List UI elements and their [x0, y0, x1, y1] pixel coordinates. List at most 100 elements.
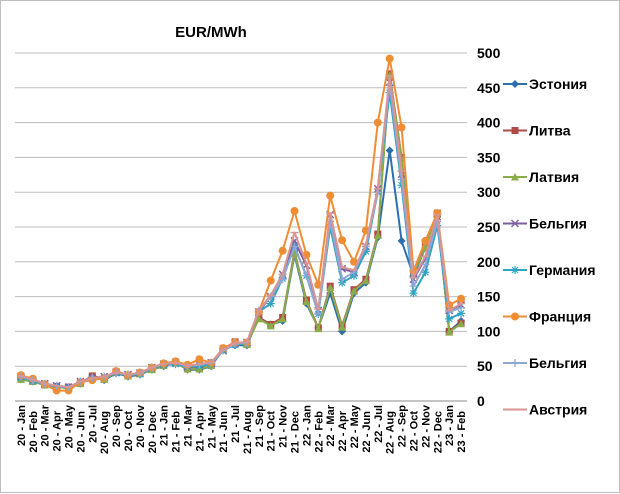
data-point [457, 319, 466, 328]
data-point [361, 247, 370, 256]
x-tick-label: 23 - Jan [444, 405, 456, 446]
data-point [511, 312, 519, 321]
y-tick-label: 300 [477, 184, 501, 200]
data-point [397, 236, 406, 245]
legend-label: Эстония [529, 76, 587, 92]
x-tick-label: 21 - Nov [278, 404, 290, 448]
series-line [20, 149, 462, 390]
data-point [457, 309, 466, 318]
x-tick-label: 21 - Mar [182, 404, 194, 446]
data-point [52, 386, 61, 395]
legend-label: Бельгия [529, 355, 587, 371]
data-point [511, 127, 519, 134]
x-tick-label: 20 - Mar [40, 404, 52, 446]
series-layer [16, 54, 466, 395]
x-tick-label: 20 - May [64, 404, 76, 448]
y-tick-label: 200 [477, 254, 501, 270]
x-axis-ticks: 20 - Jan 20 - Mar 20 - May 20 - Jul 20 - Sep… [16, 404, 468, 454]
y-tick-label: 450 [477, 80, 501, 96]
data-point [373, 118, 382, 127]
x-tick-label: 21 - Dec [290, 411, 302, 453]
data-point [511, 80, 519, 88]
data-point [290, 206, 299, 215]
x-tick-label: 22 - May [349, 404, 361, 448]
x-tick-label: 22 - Aug [385, 411, 397, 454]
data-point [445, 314, 454, 323]
x-tick-label: 22 - Feb [313, 411, 325, 453]
data-point [302, 297, 311, 305]
x-tick-label: 22 - Nov [420, 404, 432, 448]
x-tick-label: 20 - Sep [111, 405, 123, 447]
data-point [314, 324, 323, 333]
legend-entry: Бельгия [503, 355, 587, 371]
y-tick-label: 50 [477, 358, 493, 374]
data-point [373, 231, 382, 239]
x-tick-label: 22 - Dec [432, 411, 444, 453]
x-tick-label: 21 - Jul [230, 405, 242, 443]
x-tick-label: 21 - May [206, 404, 218, 448]
data-point [397, 123, 406, 132]
x-tick-label: 22 - Mar [325, 404, 337, 446]
legend-entry: Германия [503, 262, 596, 278]
legend-label: Франция [529, 309, 591, 325]
x-tick-label: 21 - Jun [218, 411, 230, 453]
x-tick-label: 20 - Dec [147, 411, 159, 453]
y-tick-label: 350 [477, 149, 501, 165]
legend-entry: Литва [503, 123, 571, 139]
x-tick-label: 22 - Oct [408, 411, 420, 452]
data-point [338, 275, 347, 284]
legend-label: Австрия [529, 402, 587, 418]
data-point [409, 282, 418, 291]
series-0 [16, 146, 466, 393]
x-tick-label: 21 - Apr [194, 410, 206, 451]
series-7 [16, 75, 466, 389]
y-tick-label: 0 [477, 393, 485, 409]
data-point [511, 219, 519, 228]
legend-label: Германия [529, 262, 596, 278]
x-tick-label: 20 - Nov [135, 404, 147, 448]
data-point [266, 276, 275, 285]
x-tick-label: 21 - Feb [171, 411, 183, 453]
data-point [314, 309, 323, 318]
x-tick-label: 20 - Jul [87, 405, 99, 443]
data-point [254, 314, 263, 323]
x-tick-label: 20 - Apr [52, 410, 64, 451]
data-point [421, 236, 430, 245]
legend-entry: Эстония [503, 76, 587, 92]
data-point [511, 173, 519, 181]
data-point [511, 266, 519, 274]
data-point [338, 323, 347, 331]
data-point [195, 355, 204, 364]
chart-title: EUR/MWh [175, 24, 247, 41]
x-tick-label: 21 - Aug [242, 411, 254, 454]
y-tick-label: 100 [477, 323, 501, 339]
data-point [511, 359, 519, 367]
legend-entry: Латвия [503, 169, 579, 185]
data-point [350, 287, 358, 295]
data-point [266, 321, 275, 330]
x-tick-label: 21 - Sep [254, 405, 266, 447]
data-point [361, 276, 370, 285]
data-point [326, 191, 335, 200]
x-tick-label: 22 - Jan [301, 405, 313, 446]
data-point [445, 328, 454, 336]
data-point [385, 54, 394, 63]
y-tick-label: 400 [477, 115, 501, 131]
x-tick-label: 21 - Jan [159, 405, 171, 446]
data-point [338, 236, 347, 245]
legend-entry: Франция [503, 309, 591, 325]
data-point [457, 303, 466, 312]
data-point [385, 146, 394, 155]
legend-entry: Австрия [503, 402, 587, 418]
data-point [290, 242, 299, 251]
x-tick-label: 20 - Feb [28, 411, 40, 453]
legend-entry: Бельгия [503, 216, 587, 232]
data-point [266, 299, 275, 308]
data-point [409, 289, 418, 298]
data-point [457, 294, 466, 303]
x-tick-label: 22 - Sep [397, 405, 409, 447]
data-point [326, 283, 335, 292]
x-tick-label: 22 - Jul [373, 405, 385, 443]
x-tick-label: 23 - Feb [456, 411, 468, 453]
